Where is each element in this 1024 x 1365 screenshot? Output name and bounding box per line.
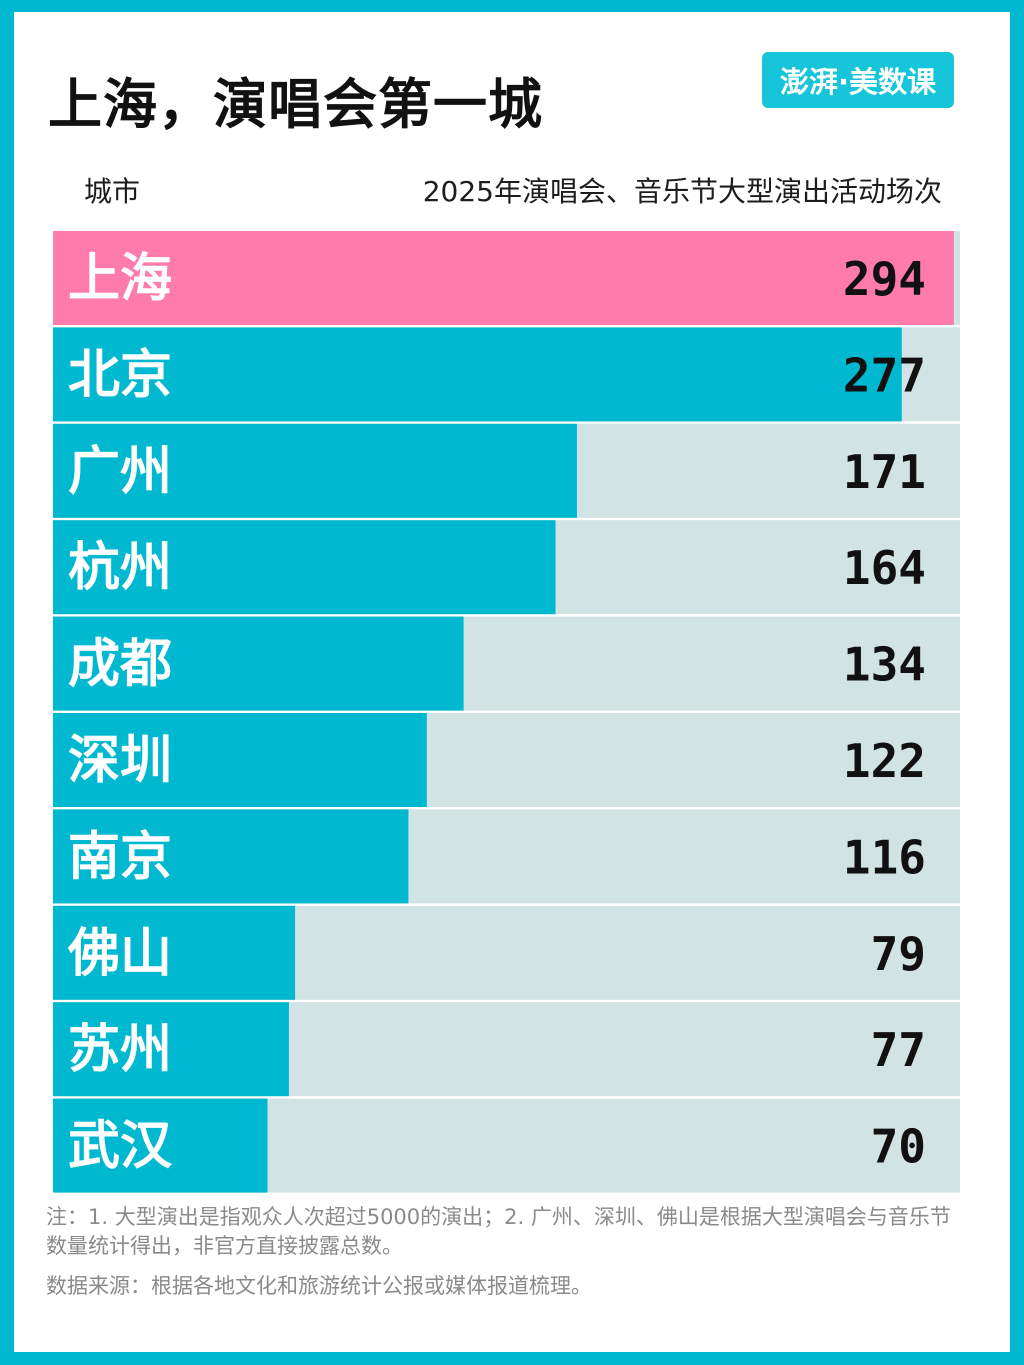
data-source: 数据来源：根据各地文化和旅游统计公报或媒体报道梳理。	[46, 1274, 592, 1298]
brand-logo: 澎湃·美数课	[762, 52, 954, 108]
city-label: 南京	[68, 827, 172, 887]
city-label: 深圳	[68, 731, 172, 791]
value-label: 70	[871, 1120, 926, 1174]
bar	[53, 520, 556, 615]
bar	[53, 905, 296, 1000]
category-header: 城市	[84, 175, 141, 208]
city-label: 广州	[68, 442, 172, 502]
bar	[53, 616, 464, 711]
bar	[53, 713, 427, 807]
city-label: 北京	[68, 345, 172, 405]
city-label: 杭州	[68, 538, 172, 598]
value-label: 79	[871, 927, 926, 981]
bar	[53, 809, 409, 904]
city-label: 成都	[68, 635, 172, 695]
value-label: 122	[843, 734, 926, 788]
city-label: 佛山	[67, 924, 172, 984]
page-title: 上海，演唱会第一城	[48, 73, 543, 136]
chart-notes: 注：1. 大型演出是指观众人次超过5000的演出；2. 广州、深圳、佛山是根据大…	[46, 1205, 951, 1258]
bar	[53, 231, 954, 325]
bar	[53, 423, 577, 518]
value-header: 2025年演唱会、音乐节大型演出活动场次	[422, 175, 942, 208]
city-label: 上海	[68, 249, 172, 309]
value-label: 164	[843, 541, 926, 595]
value-label: 294	[843, 252, 926, 306]
value-label: 134	[843, 638, 926, 692]
bar	[53, 327, 902, 422]
city-label: 苏州	[68, 1020, 172, 1080]
value-label: 116	[843, 830, 926, 884]
bar	[53, 1098, 268, 1193]
value-label: 277	[843, 348, 926, 402]
bar	[53, 1002, 289, 1097]
value-label: 171	[843, 445, 926, 499]
value-label: 77	[871, 1023, 926, 1077]
city-label: 武汉	[68, 1117, 173, 1177]
